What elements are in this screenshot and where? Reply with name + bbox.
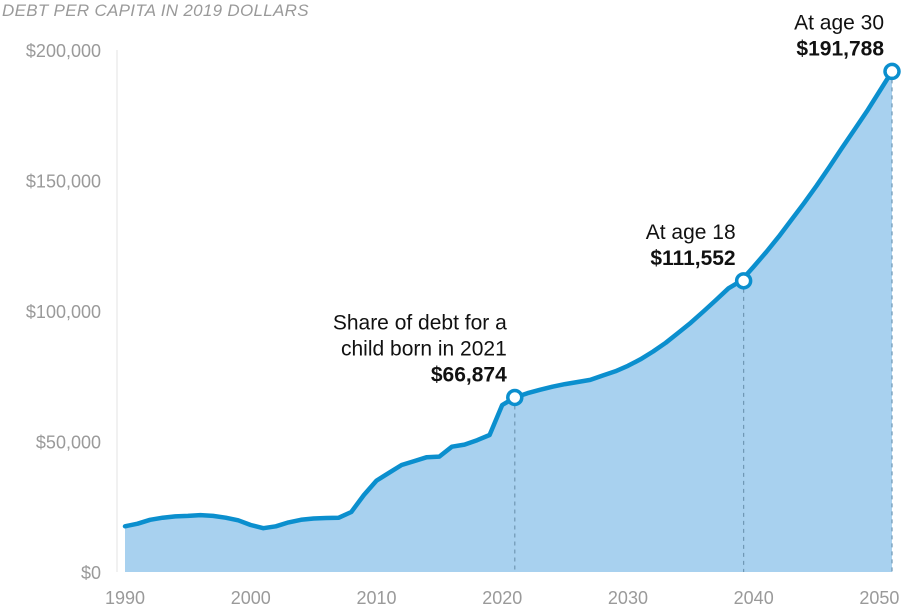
annotations: $66,874 Share of debt for a child born in … bbox=[333, 11, 884, 386]
annotation-marker bbox=[883, 62, 901, 81]
y-tick-label: $50,000 bbox=[36, 433, 101, 453]
annotation-value: $66,874 bbox=[431, 363, 507, 386]
y-tick-label: $100,000 bbox=[26, 302, 101, 322]
annotation-value: $191,788 bbox=[796, 37, 884, 60]
annotation-markers bbox=[506, 62, 901, 407]
y-axis-ticks: $0 $50,000 $100,000 $150,000 $200,000 bbox=[26, 41, 101, 583]
annotation-label: At age 30 bbox=[794, 11, 884, 34]
annotation-label: child born in 2021 bbox=[341, 337, 507, 360]
annotation-guides bbox=[514, 79, 893, 572]
x-tick-label: 2000 bbox=[231, 588, 271, 608]
x-axis-ticks: 1990 2000 2010 2020 2030 2040 2050 bbox=[105, 588, 899, 608]
area-layer bbox=[125, 71, 892, 573]
chart-subtitle: DEBT PER CAPITA IN 2019 DOLLARS bbox=[2, 1, 309, 20]
x-tick-label: 2030 bbox=[608, 588, 648, 608]
annotation-label: At age 18 bbox=[646, 221, 736, 244]
debt-area-fill bbox=[125, 71, 892, 573]
x-tick-label: 2010 bbox=[356, 588, 396, 608]
annotation-value: $111,552 bbox=[650, 247, 735, 270]
x-tick-label: 1990 bbox=[105, 588, 145, 608]
annotation-marker bbox=[734, 272, 753, 290]
x-tick-label: 2050 bbox=[859, 588, 899, 608]
y-tick-label: $0 bbox=[81, 563, 101, 583]
y-tick-label: $150,000 bbox=[26, 172, 101, 192]
y-tick-label: $200,000 bbox=[26, 41, 101, 61]
annotation-marker bbox=[506, 388, 524, 407]
x-tick-label: 2040 bbox=[734, 588, 774, 608]
x-tick-label: 2020 bbox=[482, 588, 522, 608]
annotation-label: Share of debt for a bbox=[333, 311, 507, 334]
